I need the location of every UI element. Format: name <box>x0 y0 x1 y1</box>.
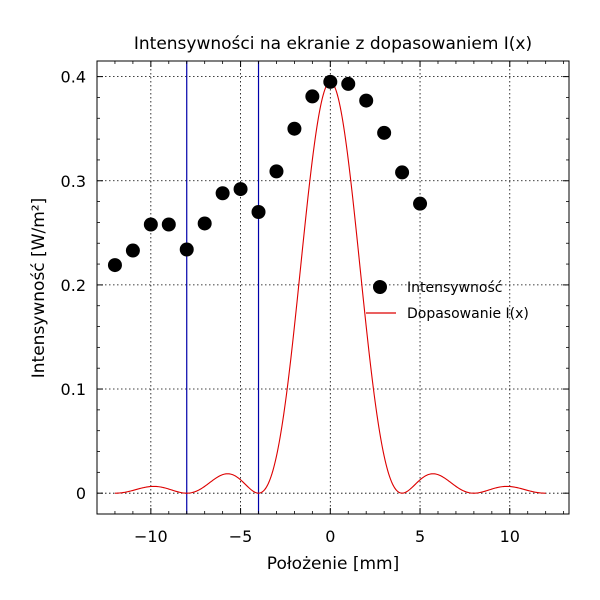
data-point <box>287 121 302 136</box>
data-point <box>413 196 428 211</box>
y-tick-label: 0.2 <box>61 276 86 295</box>
data-point <box>161 217 176 232</box>
legend-label-intensity: Intensywność <box>407 280 502 296</box>
data-point <box>143 217 158 232</box>
y-axis-label: Intensywność [W/m²] <box>29 198 49 378</box>
x-tick-label: −5 <box>229 527 253 546</box>
data-point <box>323 74 338 89</box>
data-point <box>197 216 212 231</box>
data-point <box>251 205 266 219</box>
y-tick-label: 0.4 <box>61 68 86 87</box>
data-point <box>107 258 122 273</box>
data-points <box>107 74 428 273</box>
chart-title: Intensywności na ekranie z dopasowaniem … <box>134 34 532 54</box>
axis-ticks: −10 −5 0 5 10 0 0.1 0.2 0.3 0.4 <box>61 61 569 546</box>
x-tick-label: 0 <box>325 527 335 546</box>
data-point <box>215 186 230 201</box>
data-point <box>179 242 194 257</box>
x-tick-label: 5 <box>415 527 425 546</box>
x-axis-label: Położenie [mm] <box>267 554 399 574</box>
data-point <box>125 243 140 258</box>
data-point <box>305 89 320 104</box>
x-tick-label: 10 <box>500 527 520 546</box>
data-point <box>341 76 356 91</box>
plot-frame <box>96 60 570 515</box>
x-tick-label: −10 <box>134 527 168 546</box>
data-point <box>359 93 374 108</box>
y-tick-label: 0.1 <box>61 380 86 399</box>
grid <box>97 61 569 514</box>
legend-label-fit: Dopasowanie I(x) <box>407 306 529 322</box>
data-point <box>395 165 410 180</box>
data-point <box>377 125 392 140</box>
data-point <box>233 182 248 197</box>
legend: Intensywność Dopasowanie I(x) <box>366 280 529 322</box>
legend-marker-intensity <box>373 280 387 294</box>
y-tick-label: 0.3 <box>61 172 86 191</box>
data-point <box>269 164 284 179</box>
vertical-lines <box>186 61 260 514</box>
y-tick-label: 0 <box>76 484 86 503</box>
